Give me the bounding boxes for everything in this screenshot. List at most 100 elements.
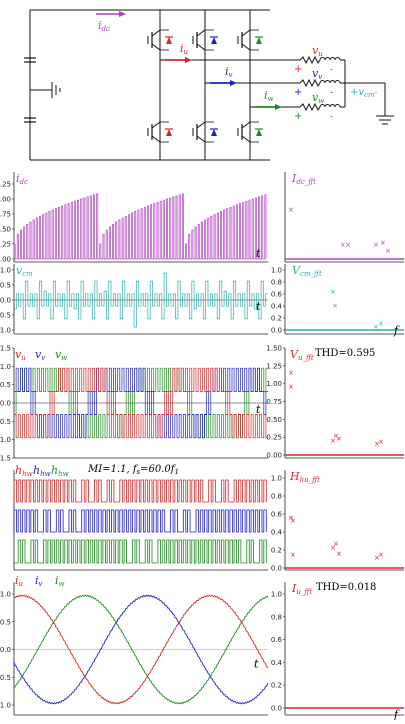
y-tick-label: 0.25 bbox=[266, 434, 282, 442]
iu-fft-label: Iu_fft bbox=[291, 582, 312, 596]
iw-plot-label: iw bbox=[55, 574, 65, 588]
load-u: vu + - bbox=[294, 44, 345, 75]
modulation-info: MI=1.1, fs=60.0f1 bbox=[87, 464, 179, 476]
panel-vu-fft: 1.501.251.000.750.500.250.00×××××××Vu_ff… bbox=[266, 345, 404, 460]
vw-plus: + bbox=[294, 111, 302, 122]
y-tick-label: 0.75 bbox=[266, 398, 282, 406]
dc-midpoint-ground-icon bbox=[30, 82, 61, 98]
igbt-switch-u-low bbox=[147, 121, 173, 143]
y-tick-label: 0.50 bbox=[0, 226, 11, 234]
vcm-fft-marker: × bbox=[330, 288, 336, 296]
y-tick-label: 0.0 bbox=[271, 705, 282, 713]
hu-fft-marker: × bbox=[333, 540, 339, 548]
hv-plot-label: hhw bbox=[33, 464, 51, 478]
vcm-plot-label: vcm bbox=[16, 264, 33, 278]
y-tick-label: 0.4 bbox=[271, 529, 283, 537]
vw-plot-label: vw bbox=[55, 348, 67, 362]
idc-fft-marker: × bbox=[373, 241, 379, 249]
vv-trace bbox=[14, 367, 268, 439]
dc-link-capacitor-top bbox=[24, 57, 36, 63]
t-axis-label: t bbox=[256, 300, 261, 313]
hu-fft-marker: × bbox=[336, 550, 342, 558]
iv-trace bbox=[13, 594, 269, 705]
phase-leg-v: iv bbox=[192, 10, 300, 160]
t-axis-label: t bbox=[256, 403, 261, 416]
iu-trace bbox=[13, 594, 269, 705]
idc-fft-marker: × bbox=[340, 241, 346, 249]
vu-label: vu bbox=[312, 44, 323, 58]
idc-arrow bbox=[96, 11, 126, 17]
y-tick-label: 0.5 bbox=[0, 618, 11, 626]
vcm-fft-label: Vcm_fft bbox=[292, 264, 322, 278]
vu-fft-marker: × bbox=[336, 435, 342, 443]
y-tick-label: 0.8 bbox=[271, 279, 282, 287]
y-tick-label: 1.25 bbox=[266, 362, 282, 370]
panel-hhw: hhw hhw hhw MI=1.1, fs=60.0f1 bbox=[13, 464, 268, 571]
y-tick-label: 1.0 bbox=[271, 591, 282, 599]
panel-idc: 1.25 1.00 0.75 0.50 0.25 0.00 idc t bbox=[0, 172, 268, 264]
idc-fft-marker: × bbox=[288, 206, 294, 214]
vu-trace bbox=[14, 367, 268, 439]
y-tick-label: 1.5 bbox=[0, 345, 11, 353]
y-tick-label: 0.8 bbox=[271, 613, 282, 621]
t-axis-label: t bbox=[256, 247, 261, 260]
idc-fft-marker: × bbox=[345, 241, 351, 249]
panel-hu-fft: 1.00.80.60.40.20.0×××××× ××Hhu_fft bbox=[271, 470, 404, 573]
idc-fft-marker: × bbox=[380, 239, 386, 247]
y-tick-label: 0.0 bbox=[0, 297, 11, 305]
y-tick-label: 1.50 bbox=[266, 345, 282, 353]
f-axis-label: f bbox=[393, 324, 400, 337]
hv-trace bbox=[13, 509, 267, 533]
vw-label: vw bbox=[312, 91, 324, 105]
y-tick-label: 1.00 bbox=[266, 380, 282, 388]
idc-trace bbox=[13, 193, 267, 260]
y-tick-label: -0.5 bbox=[0, 418, 11, 426]
panel-iu-fft: 1.0 0.8 0.6 0.4 0.2 0.0 Iu_fft THD=0.018 f bbox=[271, 582, 404, 721]
vu-plot-label: vu bbox=[15, 348, 26, 362]
y-tick-label: 1.0 bbox=[271, 475, 282, 483]
y-tick-label: 0.4 bbox=[271, 659, 283, 667]
vv-minus: - bbox=[330, 88, 333, 98]
y-tick-label: 0.5 bbox=[0, 381, 11, 389]
igbt-switch-w-high bbox=[237, 29, 263, 51]
hu-fft-marker: × bbox=[290, 517, 296, 525]
vu-fft-marker: × bbox=[333, 432, 339, 440]
hu-fft-label: Hhu_fft bbox=[289, 470, 320, 484]
phase-leg-u: iu bbox=[147, 10, 300, 160]
y-tick-label: 0.2 bbox=[271, 315, 282, 323]
y-tick-label: -1.0 bbox=[0, 702, 11, 710]
hu-fft-marker: × bbox=[378, 551, 384, 559]
y-tick-label: 1.00 bbox=[0, 196, 11, 204]
y-tick-label: -1.0 bbox=[0, 327, 11, 335]
y-tick-label: 0.2 bbox=[271, 682, 282, 690]
panel-idc-fft: ×× × × ××Idc_fft bbox=[284, 172, 404, 263]
y-tick-label: -1.5 bbox=[0, 455, 11, 463]
idc-fft-marker: × bbox=[385, 247, 391, 255]
idc-label: idc bbox=[98, 19, 110, 33]
vcm-fft-marker: × bbox=[332, 302, 338, 310]
iw-trace bbox=[13, 594, 269, 705]
y-tick-label: 1.0 bbox=[0, 267, 11, 275]
y-tick-label: 0.25 bbox=[0, 241, 11, 249]
load-v: vv + - bbox=[294, 67, 345, 98]
plots: 1.251.000.750.500.250.00idct××××××Idc_ff… bbox=[0, 172, 404, 721]
vv-label: vv bbox=[312, 67, 322, 81]
igbt-switch-w-low bbox=[237, 121, 263, 143]
y-tick-label: 0.6 bbox=[271, 636, 283, 644]
y-tick-label: 0.00 bbox=[0, 256, 11, 264]
y-tick-label: 0.00 bbox=[266, 452, 282, 460]
y-tick-label: 1.0 bbox=[0, 363, 11, 371]
hu-fft-marker: × bbox=[288, 514, 294, 522]
y-tick-label: 0.6 bbox=[271, 291, 283, 299]
vw-minus: - bbox=[330, 112, 333, 122]
y-tick-label: 0.0 bbox=[0, 646, 11, 654]
y-tick-label: 0.0 bbox=[271, 327, 282, 335]
y-tick-label: 0.0 bbox=[0, 400, 11, 408]
vu-fft-marker: × bbox=[374, 440, 380, 448]
iv-plot-label: iv bbox=[35, 574, 43, 588]
